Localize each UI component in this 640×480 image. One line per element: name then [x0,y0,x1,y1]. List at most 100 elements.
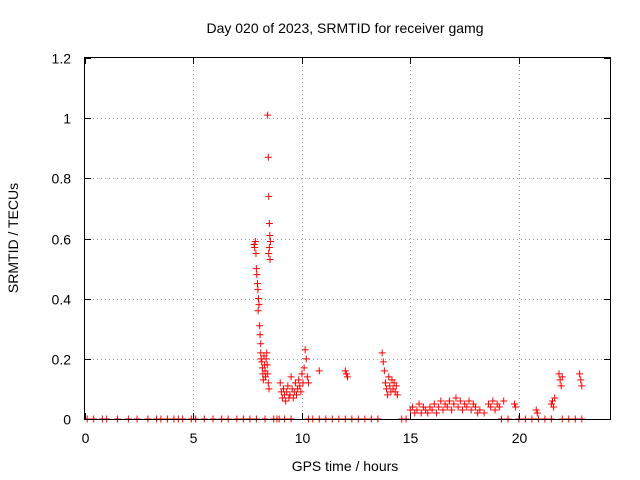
data-point [487,403,495,411]
data-point [280,385,288,393]
data-point [297,388,305,396]
data-point [443,403,451,411]
y-tick-label: 1 [63,111,71,127]
y-axis-ticks: 0 0.2 0.4 0.6 0.8 1 1.2 [52,51,610,428]
data-point [500,397,508,405]
data-point [452,394,460,402]
data-point [254,307,262,315]
data-point [576,370,584,378]
data-point [533,409,541,417]
data-point [383,385,391,393]
data-point [303,373,311,381]
data-point [550,403,558,411]
x-tick-label: 0 [82,430,90,446]
data-point [385,373,393,381]
data-point [439,406,447,414]
data-point [417,409,425,417]
data-point [263,361,271,369]
data-point [415,400,423,408]
data-point [265,192,273,200]
data-point [428,406,436,414]
data-point [465,397,473,405]
data-point [491,406,499,414]
data-point [380,367,388,375]
data-point [342,370,350,378]
data-point [456,397,464,405]
data-point [386,382,394,390]
data-point [458,406,466,414]
data-point [265,244,273,252]
data-points [83,111,586,423]
data-point [251,244,259,252]
data-point [392,382,400,390]
data-point [252,250,260,258]
data-point [286,391,294,399]
data-point [253,271,261,279]
data-point [256,322,264,330]
data-point [289,394,297,402]
data-point [424,409,432,417]
data-point [558,373,566,381]
data-point [251,238,259,246]
data-point [266,231,274,239]
data-point [577,376,585,384]
data-point [381,379,389,387]
data-point [315,367,323,375]
grid-lines [85,58,610,419]
data-point [284,382,292,390]
x-axis-label: GPS time / hours [292,458,399,474]
data-point [379,358,387,366]
data-point [480,409,488,417]
y-tick-label: 0.8 [52,171,72,187]
data-point [264,379,272,387]
data-point [264,370,272,378]
y-tick-label: 0.2 [52,352,72,368]
data-point [252,265,260,273]
data-point [300,364,308,372]
data-point [393,391,401,399]
data-point [445,397,453,405]
x-tick-label: 10 [295,430,311,446]
data-point [265,219,273,227]
data-point [384,391,392,399]
data-point [467,406,475,414]
data-point [555,370,563,378]
data-point [437,397,445,405]
y-tick-label: 0.6 [52,232,72,248]
data-point [476,406,484,414]
data-point [471,403,479,411]
data-point [448,406,456,414]
data-point [495,403,503,411]
data-point [551,394,559,402]
data-point [256,331,264,339]
data-point [254,286,262,294]
data-point [293,391,301,399]
data-point [287,373,295,381]
x-tick-label: 5 [190,430,198,446]
data-point [512,403,520,411]
data-point [262,355,270,363]
x-tick-label: 20 [512,430,528,446]
data-point [341,367,349,375]
data-point [283,388,291,396]
data-point [532,406,540,414]
data-point [435,403,443,411]
chart-title: Day 020 of 2023, SRMTID for receiver gam… [206,20,483,36]
data-point [454,403,462,411]
data-point [276,379,284,387]
data-point [255,295,263,303]
data-point [266,256,274,264]
data-point [263,349,271,357]
data-point [253,280,261,288]
data-point [432,409,440,417]
data-point [450,400,458,408]
data-point [463,403,471,411]
data-point [557,382,565,390]
data-point [266,238,274,246]
data-point [413,406,421,414]
data-point [291,379,299,387]
data-point [257,349,265,357]
data-point [296,382,304,390]
data-point [409,403,417,411]
